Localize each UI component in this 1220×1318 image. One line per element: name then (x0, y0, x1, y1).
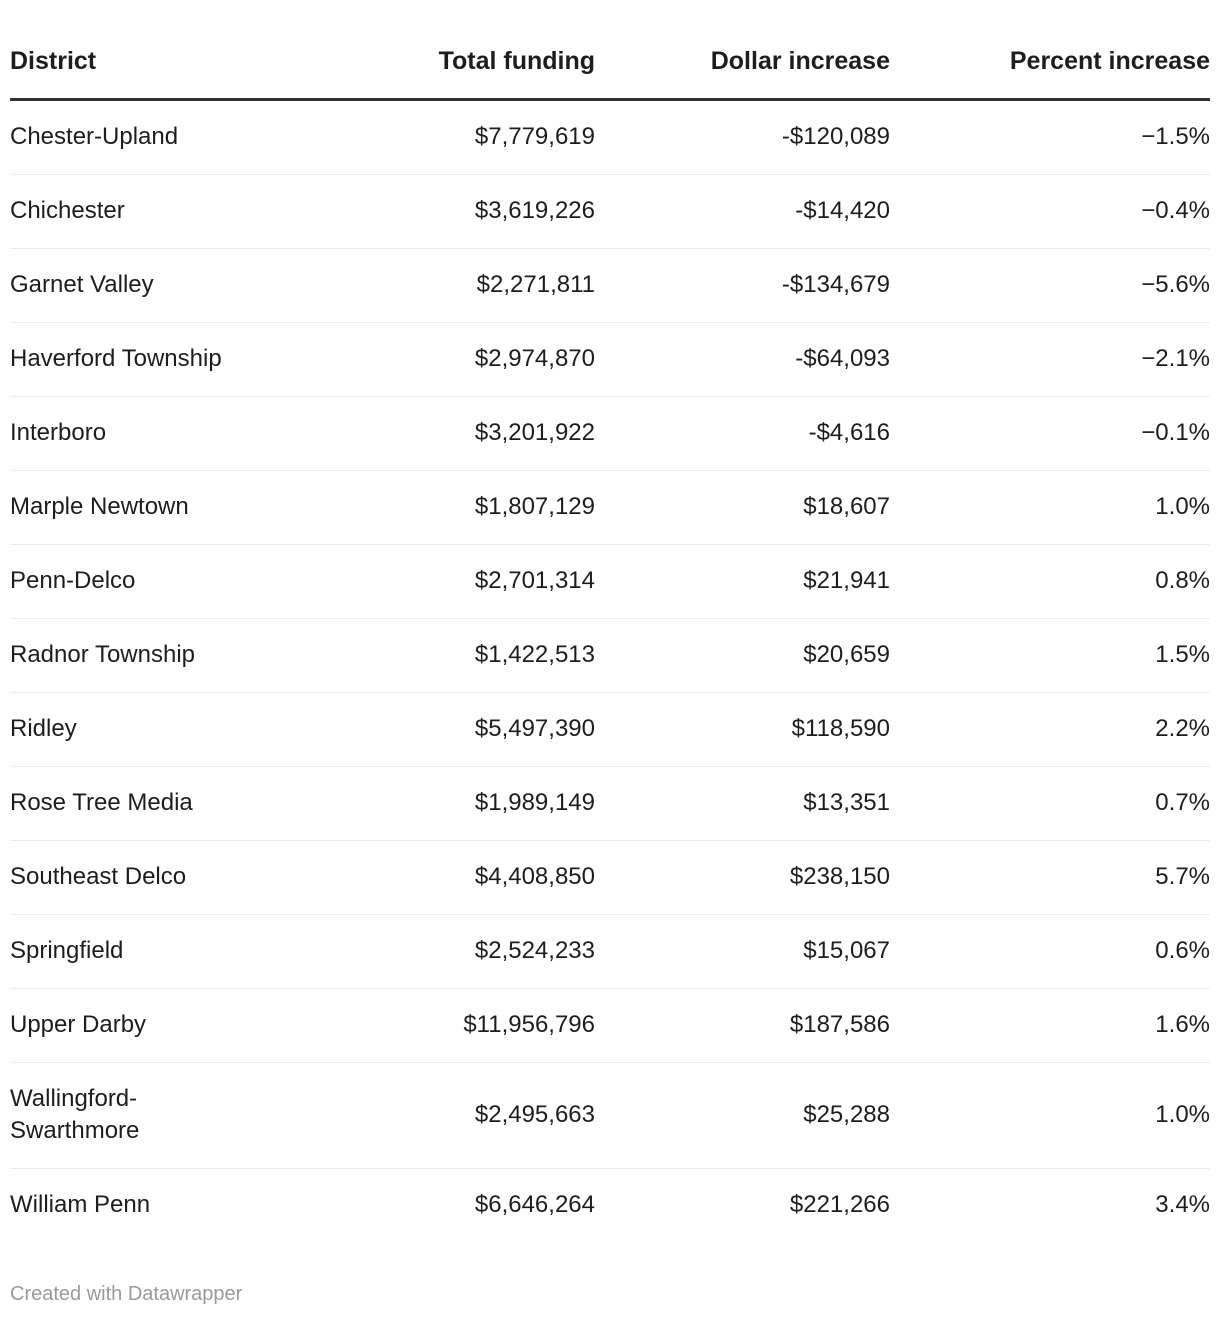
cell-total-funding: $2,524,233 (260, 914, 595, 989)
cell-total-funding: $3,201,922 (260, 396, 595, 471)
table-row: Springfield $2,524,233 $15,067 0.6% (10, 914, 1210, 989)
cell-district: Marple Newtown (10, 470, 260, 545)
table-row: Southeast Delco $4,408,850 $238,150 5.7% (10, 840, 1210, 915)
cell-dollar-increase: $20,659 (595, 618, 890, 693)
table-row: Wallingford-Swarthmore $2,495,663 $25,288 1… (10, 1062, 1210, 1169)
cell-district: Upper Darby (10, 988, 260, 1063)
table-row: Radnor Township $1,422,513 $20,659 1.5% (10, 618, 1210, 693)
cell-dollar-increase: $15,067 (595, 914, 890, 989)
cell-percent-increase: 5.7% (890, 840, 1210, 915)
cell-total-funding: $2,495,663 (260, 1062, 595, 1169)
cell-district: Wallingford-Swarthmore (10, 1062, 260, 1169)
cell-district: Ridley (10, 692, 260, 767)
cell-district: Haverford Township (10, 322, 260, 397)
cell-total-funding: $5,497,390 (260, 692, 595, 767)
table-row: Upper Darby $11,956,796 $187,586 1.6% (10, 988, 1210, 1063)
table-row: Chester-Upland $7,779,619 -$120,089 −1.5% (10, 99, 1210, 175)
cell-percent-increase: −0.4% (890, 174, 1210, 249)
cell-total-funding: $6,646,264 (474, 1191, 595, 1218)
cell-dollar-increase: $221,266 (789, 1191, 890, 1218)
cell-total-funding: $4,408,850 (260, 840, 595, 915)
cell-total-funding: $2,974,870 (260, 322, 595, 397)
cell-total-funding: $1,989,149 (260, 766, 595, 841)
cell-total-funding: $2,701,314 (260, 544, 595, 619)
column-header-percent-increase: Percent increase (890, 0, 1210, 101)
column-header-total-funding: Total funding (260, 0, 595, 101)
table-row: Chichester $3,619,226 -$14,420 −0.4% (10, 174, 1210, 249)
cell-dollar-increase: $25,288 (595, 1062, 890, 1169)
cell-percent-increase: 1.6% (890, 988, 1210, 1063)
cell-percent-increase: −5.6% (890, 248, 1210, 323)
cell-dollar-increase: -$14,420 (595, 174, 890, 249)
cell-total-funding: $1,807,129 (260, 470, 595, 545)
table-row: Haverford Township $2,974,870 -$64,093 −2.1… (10, 322, 1210, 397)
cell-district: Radnor Township (10, 618, 260, 693)
table-row: William Penn $6,646,264 $221,266 3.4% (10, 1169, 1210, 1243)
cell-percent-increase: 1.5% (890, 618, 1210, 693)
cell-percent-increase: −2.1% (890, 322, 1210, 397)
table-row: Garnet Valley $2,271,811 -$134,679 −5.6% (10, 248, 1210, 323)
header-row: District Total funding Dollar increase P… (10, 0, 1210, 101)
cell-district: Springfield (10, 914, 260, 989)
column-header-dollar-increase: Dollar increase (595, 0, 890, 101)
table-row: Rose Tree Media $1,989,149 $13,351 0.7% (10, 766, 1210, 841)
cell-dollar-increase: -$64,093 (595, 322, 890, 397)
cell-percent-increase: 1.0% (890, 1062, 1210, 1169)
cell-percent-increase: 1.0% (890, 470, 1210, 545)
column-header-district: District (10, 0, 260, 101)
table-row: Marple Newtown $1,807,129 $18,607 1.0% (10, 470, 1210, 545)
cell-dollar-increase: -$134,679 (595, 248, 890, 323)
cell-district: Rose Tree Media (10, 766, 260, 841)
cell-dollar-increase: -$4,616 (595, 396, 890, 471)
district-funding-table: District Total funding Dollar increase P… (10, 0, 1210, 1242)
cell-total-funding: $3,619,226 (260, 174, 595, 249)
cell-total-funding: $2,271,811 (260, 248, 595, 323)
cell-total-funding: $1,422,513 (260, 618, 595, 693)
cell-percent-increase: 0.6% (890, 914, 1210, 989)
cell-dollar-increase: $238,150 (595, 840, 890, 915)
cell-percent-increase: 0.7% (890, 766, 1210, 841)
cell-percent-increase: −0.1% (890, 396, 1210, 471)
cell-percent-increase: 2.2% (890, 692, 1210, 767)
table-row: Penn-Delco $2,701,314 $21,941 0.8% (10, 544, 1210, 619)
table-row: Interboro $3,201,922 -$4,616 −0.1% (10, 396, 1210, 471)
cell-district: Southeast Delco (10, 840, 260, 915)
cell-total-funding: $11,956,796 (260, 988, 595, 1063)
cell-dollar-increase: $118,590 (595, 692, 890, 767)
cell-dollar-increase: $18,607 (595, 470, 890, 545)
datawrapper-credit: Created with Datawrapper (10, 1283, 243, 1305)
cell-total-funding: $7,779,619 (260, 99, 595, 175)
cell-dollar-increase: $187,586 (595, 988, 890, 1063)
cell-dollar-increase: $13,351 (595, 766, 890, 841)
cell-district: Interboro (10, 396, 260, 471)
cell-district: Garnet Valley (10, 248, 260, 323)
cell-district: Chichester (10, 174, 260, 249)
cell-percent-increase: −1.5% (890, 99, 1210, 175)
cell-percent-increase: 3.4% (1155, 1191, 1210, 1218)
cell-district: Chester-Upland (10, 99, 260, 175)
cell-dollar-increase: -$120,089 (595, 99, 890, 175)
cell-percent-increase: 0.8% (890, 544, 1210, 619)
cell-dollar-increase: $21,941 (595, 544, 890, 619)
table-row: Ridley $5,497,390 $118,590 2.2% (10, 692, 1210, 767)
cell-district: Penn-Delco (10, 544, 260, 619)
cell-district: William Penn (10, 1191, 151, 1218)
